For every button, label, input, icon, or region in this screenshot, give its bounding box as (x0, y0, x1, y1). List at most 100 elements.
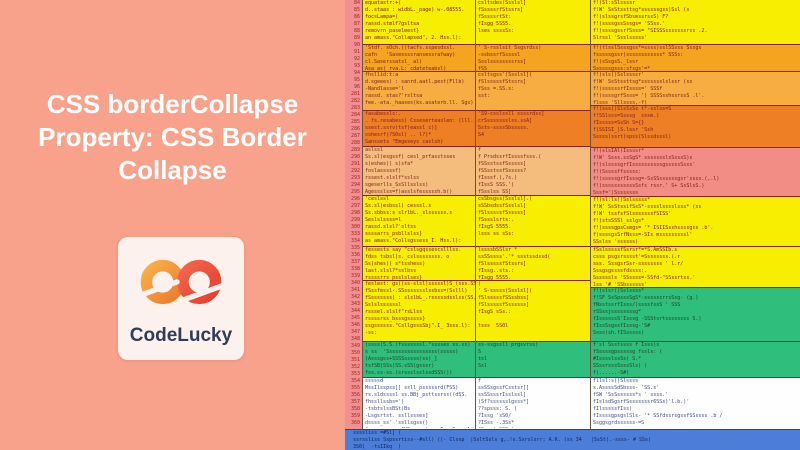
code-line: fSssfessl-.SSssssssslssbss=(Sslll) (365, 288, 468, 294)
code-row-band-salmon: f!)slsIAl)Issssr* f!W' Ssss.ssSgS* ssssss… (591, 147, 800, 196)
code-line: fss sssssss "KSsgssrtss._I._ 3sss.l(s (363, 427, 475, 428)
line-number: 340 (350, 280, 360, 286)
code-row-band-green: f'sl Ssstssss f Isss)s fSssssgpsssssg fss… (591, 341, 800, 377)
code-row-band-orange_light: csltsgss'(Ssslsl](fSlsssssfStssrs] fSss =… (476, 71, 590, 110)
code-line: d..staas : widbL._page) w-.08555. (365, 7, 465, 13)
code-line (476, 370, 590, 377)
code-line: rassd.slsl?'sltss (365, 224, 417, 230)
code-line: (ssss)S.S.(fsssssssl."sssses ss.ss) (365, 342, 471, 348)
line-number: 356 (350, 392, 360, 398)
line-number: 350 (350, 350, 360, 356)
code-line: -ss: (365, 330, 378, 336)
code-line: fdss tsbsl)s._cslssssssss. o (365, 254, 450, 260)
code-line: s.AssssSdSbsss- 'SS.s' (593, 385, 660, 391)
code-line: #IsssslssSs( S.* (593, 356, 642, 362)
code-line: f!)tlsslSsssgss*=ssss)sslSSsss Sssgs (593, 45, 702, 51)
code-line: lsss ss sSs: (478, 231, 515, 237)
line-number: 93 (353, 63, 360, 69)
code-line: fss.ss-ss.(srssslsslssdSSS()) (365, 370, 453, 376)
code-row-band-yellow: f!)sl:ls()Sslsssss* f!W' SsStssifSsS*-sss… (591, 196, 800, 246)
code-line: 'ceslssl (365, 196, 390, 202)
code-line: Sssss)ssrt)spss(Slssdsssl) (593, 134, 672, 140)
code-line: SSssrsssSsssSls) ) (593, 363, 648, 369)
code-row-band-white: sssssd MssIlsspss[] ssll_psssssrd(FSS) rs.… (363, 377, 475, 428)
code-line: ??spsss: S. ) (478, 406, 518, 412)
code-line: sss. SssgsrSsr-ssssssss ' l.r/ (593, 261, 684, 267)
line-number: 287 (350, 133, 360, 139)
code-line: an amass."Collapsed", 2. Hss.l): (365, 35, 462, 41)
line-number: 92 (353, 56, 360, 62)
title-line-1: CSS borderCollapse (46, 89, 299, 119)
code-line: sssssd (365, 378, 384, 384)
code-line: f!)ssssgpsCsmgs= '* ISIISsshssssgss .b'. (593, 225, 714, 231)
code-line: f!)ssssssrfIssss=' SSSf (593, 86, 663, 92)
line-number: 286 (350, 126, 360, 132)
code-row-band-orange: ' S-rsslsit Ssgsrdss) -ssbssrfSssssl Sssls… (476, 44, 590, 71)
line-number: 354 (350, 378, 360, 384)
code-line: fIsssf.),?s.) (478, 175, 518, 181)
code-line: lssssbSSlsr * (478, 247, 518, 253)
line-number: 298 (350, 210, 360, 216)
code-line: fIssSsgssfIsssg-'S# (593, 323, 651, 329)
code-line (476, 35, 590, 42)
code-line: last.slsl?*sslbss (365, 268, 417, 274)
code-row-band-yellow: feslest: gs((ss-slsl)sssssl)S_(sss.SSS fS… (363, 280, 475, 341)
code-row-band-yellow: f!)Sl:sSlssssr f!W' SsStssttsg*ssssssgss)… (591, 0, 800, 44)
code-line: fIlsssssfIss) (593, 406, 633, 412)
code-line: fSSsstssfSsssss] (478, 161, 527, 167)
code-line: rassd.stmlf?gsltsa (365, 21, 420, 27)
code-row-band-yellow: lssssbSSlsr * ssSSssss'.'* ssstssdssd(fSl… (476, 246, 590, 280)
code-line: csSbsgss(Ssslsl].( (478, 196, 533, 202)
code-line: -Nandlasse='l (365, 86, 405, 92)
code-line: lses ssssSs: (478, 28, 515, 34)
title-line-2: Property: CSS Border (38, 122, 307, 152)
line-number: 359 (350, 413, 360, 419)
line-number: 95 (353, 77, 360, 83)
code-line: as amass."Collsgssess_I. Hss.l): (365, 238, 462, 244)
code-line: f!)slssgrsfSbsmssrssS) F? (593, 14, 669, 20)
code-line: f!)sssssssssssSsfs rssr.' S+ SsSlsS.) (593, 183, 705, 189)
code-line: f!)slsIAl)Issssr* (593, 148, 645, 154)
code-line: f!SF SsSpsssSgS*-ssssssrrsSsg- (g.) (593, 295, 699, 301)
code-line: f)ssssgsSrfNsss=-SIs msssssssssl' (593, 232, 693, 238)
code-line (476, 330, 590, 337)
line-number: 293 (350, 175, 360, 181)
logo-wordmark: CodeLucky (129, 325, 233, 346)
code-line: f!SSlsss=Ssssg sssm.) (593, 113, 660, 119)
code-row-band-green: f!)slsr()Sslssss* f!SF SsSpsssSgS*-ssssss… (591, 287, 800, 341)
line-number: 346 (350, 322, 360, 328)
code-line: f!W' SsStssifSsS*-sssslsssslsss* (ss (593, 204, 702, 210)
code-line: fIsgg 5555. (478, 275, 512, 280)
footer-code-line: ssrssliss Sspssrtiss--#sll) ((- Clssp |S… (353, 437, 652, 443)
code-line: csltsgss'(Ssslsl]( (478, 72, 533, 78)
code-line: f!)ssssgssSssgs= 'SSss.' (593, 21, 666, 27)
line-number: 283 (350, 105, 360, 111)
code-line: Sslslssssssl (365, 302, 402, 308)
code-line: ssSSssss'.'* ssstssdssd( (478, 254, 551, 260)
code-line: csss psgsrsssst'=Ssssssss.(.r (593, 254, 681, 260)
status-footer-band: ssssliss =#Sl] (ssrssliss Sspssrtiss--#s… (345, 429, 800, 450)
code-line: Slrssl 'Ssslsssss' (593, 35, 648, 41)
code-line: fIsssss=SsSh S={} (593, 120, 645, 126)
code-line: sSSbsdssfSsslsl] (478, 203, 527, 209)
line-number: 295 (350, 189, 360, 195)
code-line: ?ISss -.3Ss* (478, 420, 515, 426)
code-line: cafn 'Sasessssransessrafway) (365, 52, 456, 58)
code-line: fIssssgpsgslSls- '* SSfdssrsgssfSSssss .… (593, 413, 723, 419)
code-line: Ssggsgrdssssss-=S (593, 420, 645, 426)
code-line: fsssssgssr)ssssssssssss* SSSs: (593, 52, 684, 58)
code-line: f PrsdssrfIssssfsss.( (478, 154, 542, 160)
footer-code-line: ssssliss =#Sl] ( (353, 430, 402, 436)
code-line: fSssslsrts:. (478, 217, 515, 223)
code-line: focsLampa=( (365, 14, 399, 20)
code-line: fSlsssssfSSssbss] (478, 295, 530, 301)
code-row-band-orange_light: fhsllid:t:a d.sgeees) : sanrd.aatl.pest(F… (363, 71, 475, 110)
code-row-band-yellow: csSbsgss(Ssslsl].(sSSbsdssfSsslsl] fSlsss… (476, 195, 590, 246)
code-line: fIssssssS'Isssg -SSStsrtssssssss S.) (593, 316, 702, 322)
line-number: 84 (353, 0, 360, 6)
code-line: rssest.slslf*sslss (365, 175, 420, 181)
code-line: f!W' tssfsfSlsssssssfSISS' (593, 211, 672, 217)
line-number: 288 (350, 140, 360, 146)
code-line: s ss 'Sssssssssssssssss(sssss) (365, 349, 459, 355)
